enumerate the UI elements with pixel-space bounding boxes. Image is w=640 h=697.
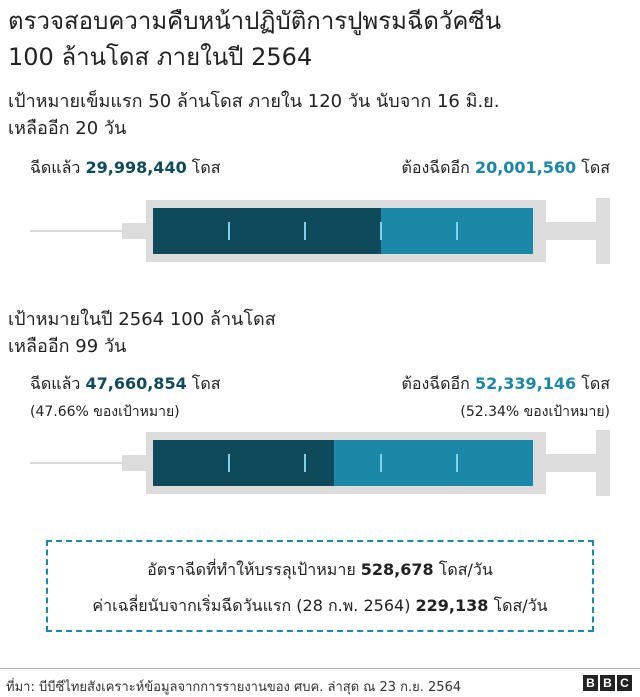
rates-required-unit: โดส/วัน — [438, 560, 493, 579]
syringe-plunger-rod — [546, 454, 598, 472]
syringe-hub — [122, 223, 146, 239]
target2-done-value: 47,660,854 — [85, 374, 187, 393]
page-title-line1: ตรวจสอบความคืบหน้าปฏิบัติการปูพรมฉีดวัคซ… — [8, 7, 502, 35]
target2-remaining-value: 52,339,146 — [474, 374, 577, 393]
rates-average-label: ค่าเฉลี่ยนับจากเริ่มฉีดวันแรก (28 ก.พ. 2… — [92, 596, 411, 615]
syringe-plunger-cap — [596, 430, 610, 496]
target1-done-unit: โดส — [191, 158, 221, 177]
rates-average-value: 229,138 — [415, 596, 489, 615]
target2-remaining-pct: (52.34% ของเป้าหมาย) — [460, 404, 610, 420]
target1-done-value: 29,998,440 — [85, 158, 187, 177]
rates-average-unit: โดส/วัน — [493, 596, 548, 615]
bar-done — [153, 440, 335, 486]
syringe-plunger-rod — [546, 222, 598, 240]
source-note: ที่มา: บีบีซีไทยสังเคราะห์ข้อมูลจากการรา… — [6, 680, 462, 695]
syringe-chart-2 — [30, 430, 610, 496]
footer: ที่มา: บีบีซีไทยสังเคราะห์ข้อมูลจากการรา… — [0, 666, 640, 696]
target1-remaining-value: 20,001,560 — [474, 158, 577, 177]
syringe-hub — [122, 455, 146, 471]
page-title-line2: 100 ล้านโดส ภายในปี 2564 — [8, 43, 313, 71]
bar-done — [153, 208, 381, 254]
target2-done-pct: (47.66% ของเป้าหมาย) — [30, 404, 180, 420]
bbc-logo-letter: B — [600, 675, 615, 691]
target1-remaining-label: ต้องฉีดอีก 20,001,560 โดส — [401, 157, 610, 179]
rates-required-label: อัตราฉีดที่ทำให้บรรลุเป้าหมาย — [147, 560, 356, 579]
bbc-logo: B B C — [583, 675, 632, 691]
target2-remaining-prefix: ต้องฉีดอีก — [401, 374, 470, 393]
target1-subtitle-line1: เป้าหมายเข็มแรก 50 ล้านโดส ภายใน 120 วัน… — [8, 91, 500, 112]
rates-required-value: 528,678 — [360, 560, 434, 579]
target2-done-unit: โดส — [191, 374, 221, 393]
footer-divider — [0, 668, 640, 669]
bbc-logo-letter: C — [617, 675, 632, 691]
target2-done-prefix: ฉีดแล้ว — [30, 374, 81, 393]
target2-remaining-label: ต้องฉีดอีก 52,339,146 โดส — [401, 373, 610, 395]
syringe-chart-1 — [30, 198, 610, 264]
target2-subtitle-line2: เหลืออีก 99 วัน — [8, 336, 127, 357]
syringe-plunger-cap — [596, 198, 610, 264]
target1-subtitle-line2: เหลืออีก 20 วัน — [8, 118, 127, 139]
rates-required-line: อัตราฉีดที่ทำให้บรรลุเป้าหมาย 528,678 โด… — [48, 558, 592, 583]
target1-remaining-unit: โดส — [581, 158, 610, 177]
rates-average-line: ค่าเฉลี่ยนับจากเริ่มฉีดวันแรก (28 ก.พ. 2… — [48, 594, 592, 619]
bar-remaining — [334, 440, 533, 486]
target2-subtitle-line1: เป้าหมายในปี 2564 100 ล้านโดส — [8, 309, 276, 330]
target1-done-label: ฉีดแล้ว 29,998,440 โดส — [30, 157, 221, 179]
target2-remaining-unit: โดส — [581, 374, 610, 393]
target1-remaining-prefix: ต้องฉีดอีก — [401, 158, 470, 177]
target2-done-label: ฉีดแล้ว 47,660,854 โดส — [30, 373, 221, 395]
rates-box: อัตราฉีดที่ทำให้บรรลุเป้าหมาย 528,678 โด… — [46, 540, 594, 632]
target1-done-prefix: ฉีดแล้ว — [30, 158, 81, 177]
bbc-logo-letter: B — [583, 675, 598, 691]
